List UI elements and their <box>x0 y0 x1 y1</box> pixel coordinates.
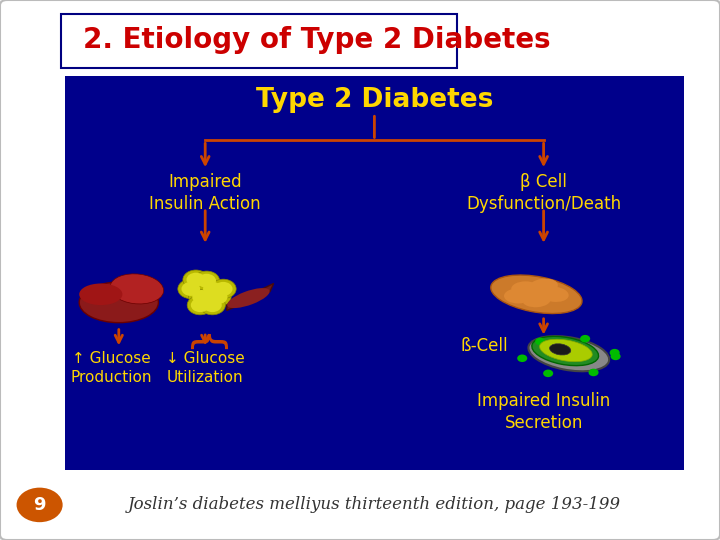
Circle shape <box>187 295 213 315</box>
Circle shape <box>191 298 210 312</box>
Circle shape <box>178 279 204 299</box>
Circle shape <box>203 282 222 296</box>
Text: 9: 9 <box>33 496 46 514</box>
Circle shape <box>610 349 620 356</box>
Circle shape <box>205 287 231 307</box>
Circle shape <box>214 282 233 296</box>
Circle shape <box>181 282 200 296</box>
Ellipse shape <box>511 281 540 296</box>
Ellipse shape <box>529 279 558 294</box>
Text: ß-Cell: ß-Cell <box>461 336 508 355</box>
Ellipse shape <box>227 288 270 308</box>
Circle shape <box>199 295 225 315</box>
Circle shape <box>189 287 215 307</box>
Ellipse shape <box>522 292 551 307</box>
Text: }: } <box>186 324 224 349</box>
Circle shape <box>588 369 598 376</box>
Circle shape <box>203 298 222 312</box>
FancyBboxPatch shape <box>61 14 457 68</box>
Ellipse shape <box>110 274 163 304</box>
Circle shape <box>580 335 590 342</box>
Circle shape <box>543 369 553 377</box>
Ellipse shape <box>539 339 593 362</box>
Text: ↑ Glucose
Production: ↑ Glucose Production <box>71 351 153 384</box>
Text: 2. Etiology of Type 2 Diabetes: 2. Etiology of Type 2 Diabetes <box>83 26 550 55</box>
Circle shape <box>517 354 527 362</box>
Circle shape <box>535 338 545 345</box>
Text: Impaired
Insulin Action: Impaired Insulin Action <box>149 173 261 213</box>
Circle shape <box>186 273 205 287</box>
Ellipse shape <box>491 275 582 314</box>
Circle shape <box>183 270 209 289</box>
Ellipse shape <box>540 287 569 302</box>
Ellipse shape <box>528 336 609 372</box>
Circle shape <box>199 279 225 299</box>
Text: Joslin’s diabetes melliyus thirteenth edition, page 193-199: Joslin’s diabetes melliyus thirteenth ed… <box>128 496 621 514</box>
Circle shape <box>210 279 236 299</box>
Ellipse shape <box>549 344 571 355</box>
Polygon shape <box>227 284 274 310</box>
Circle shape <box>192 290 211 304</box>
Circle shape <box>194 271 220 291</box>
Circle shape <box>17 488 63 522</box>
Ellipse shape <box>532 336 598 366</box>
Text: Impaired Insulin
Secretion: Impaired Insulin Secretion <box>477 392 611 431</box>
Text: ↓ Glucose
Utilization: ↓ Glucose Utilization <box>166 351 245 384</box>
Circle shape <box>209 290 228 304</box>
Circle shape <box>611 353 621 360</box>
FancyBboxPatch shape <box>65 76 684 470</box>
Circle shape <box>197 274 216 288</box>
Ellipse shape <box>79 282 158 322</box>
Text: β Cell
Dysfunction/Death: β Cell Dysfunction/Death <box>466 173 621 213</box>
Ellipse shape <box>504 288 533 303</box>
Ellipse shape <box>79 284 122 305</box>
Text: Type 2 Diabetes: Type 2 Diabetes <box>256 87 493 113</box>
